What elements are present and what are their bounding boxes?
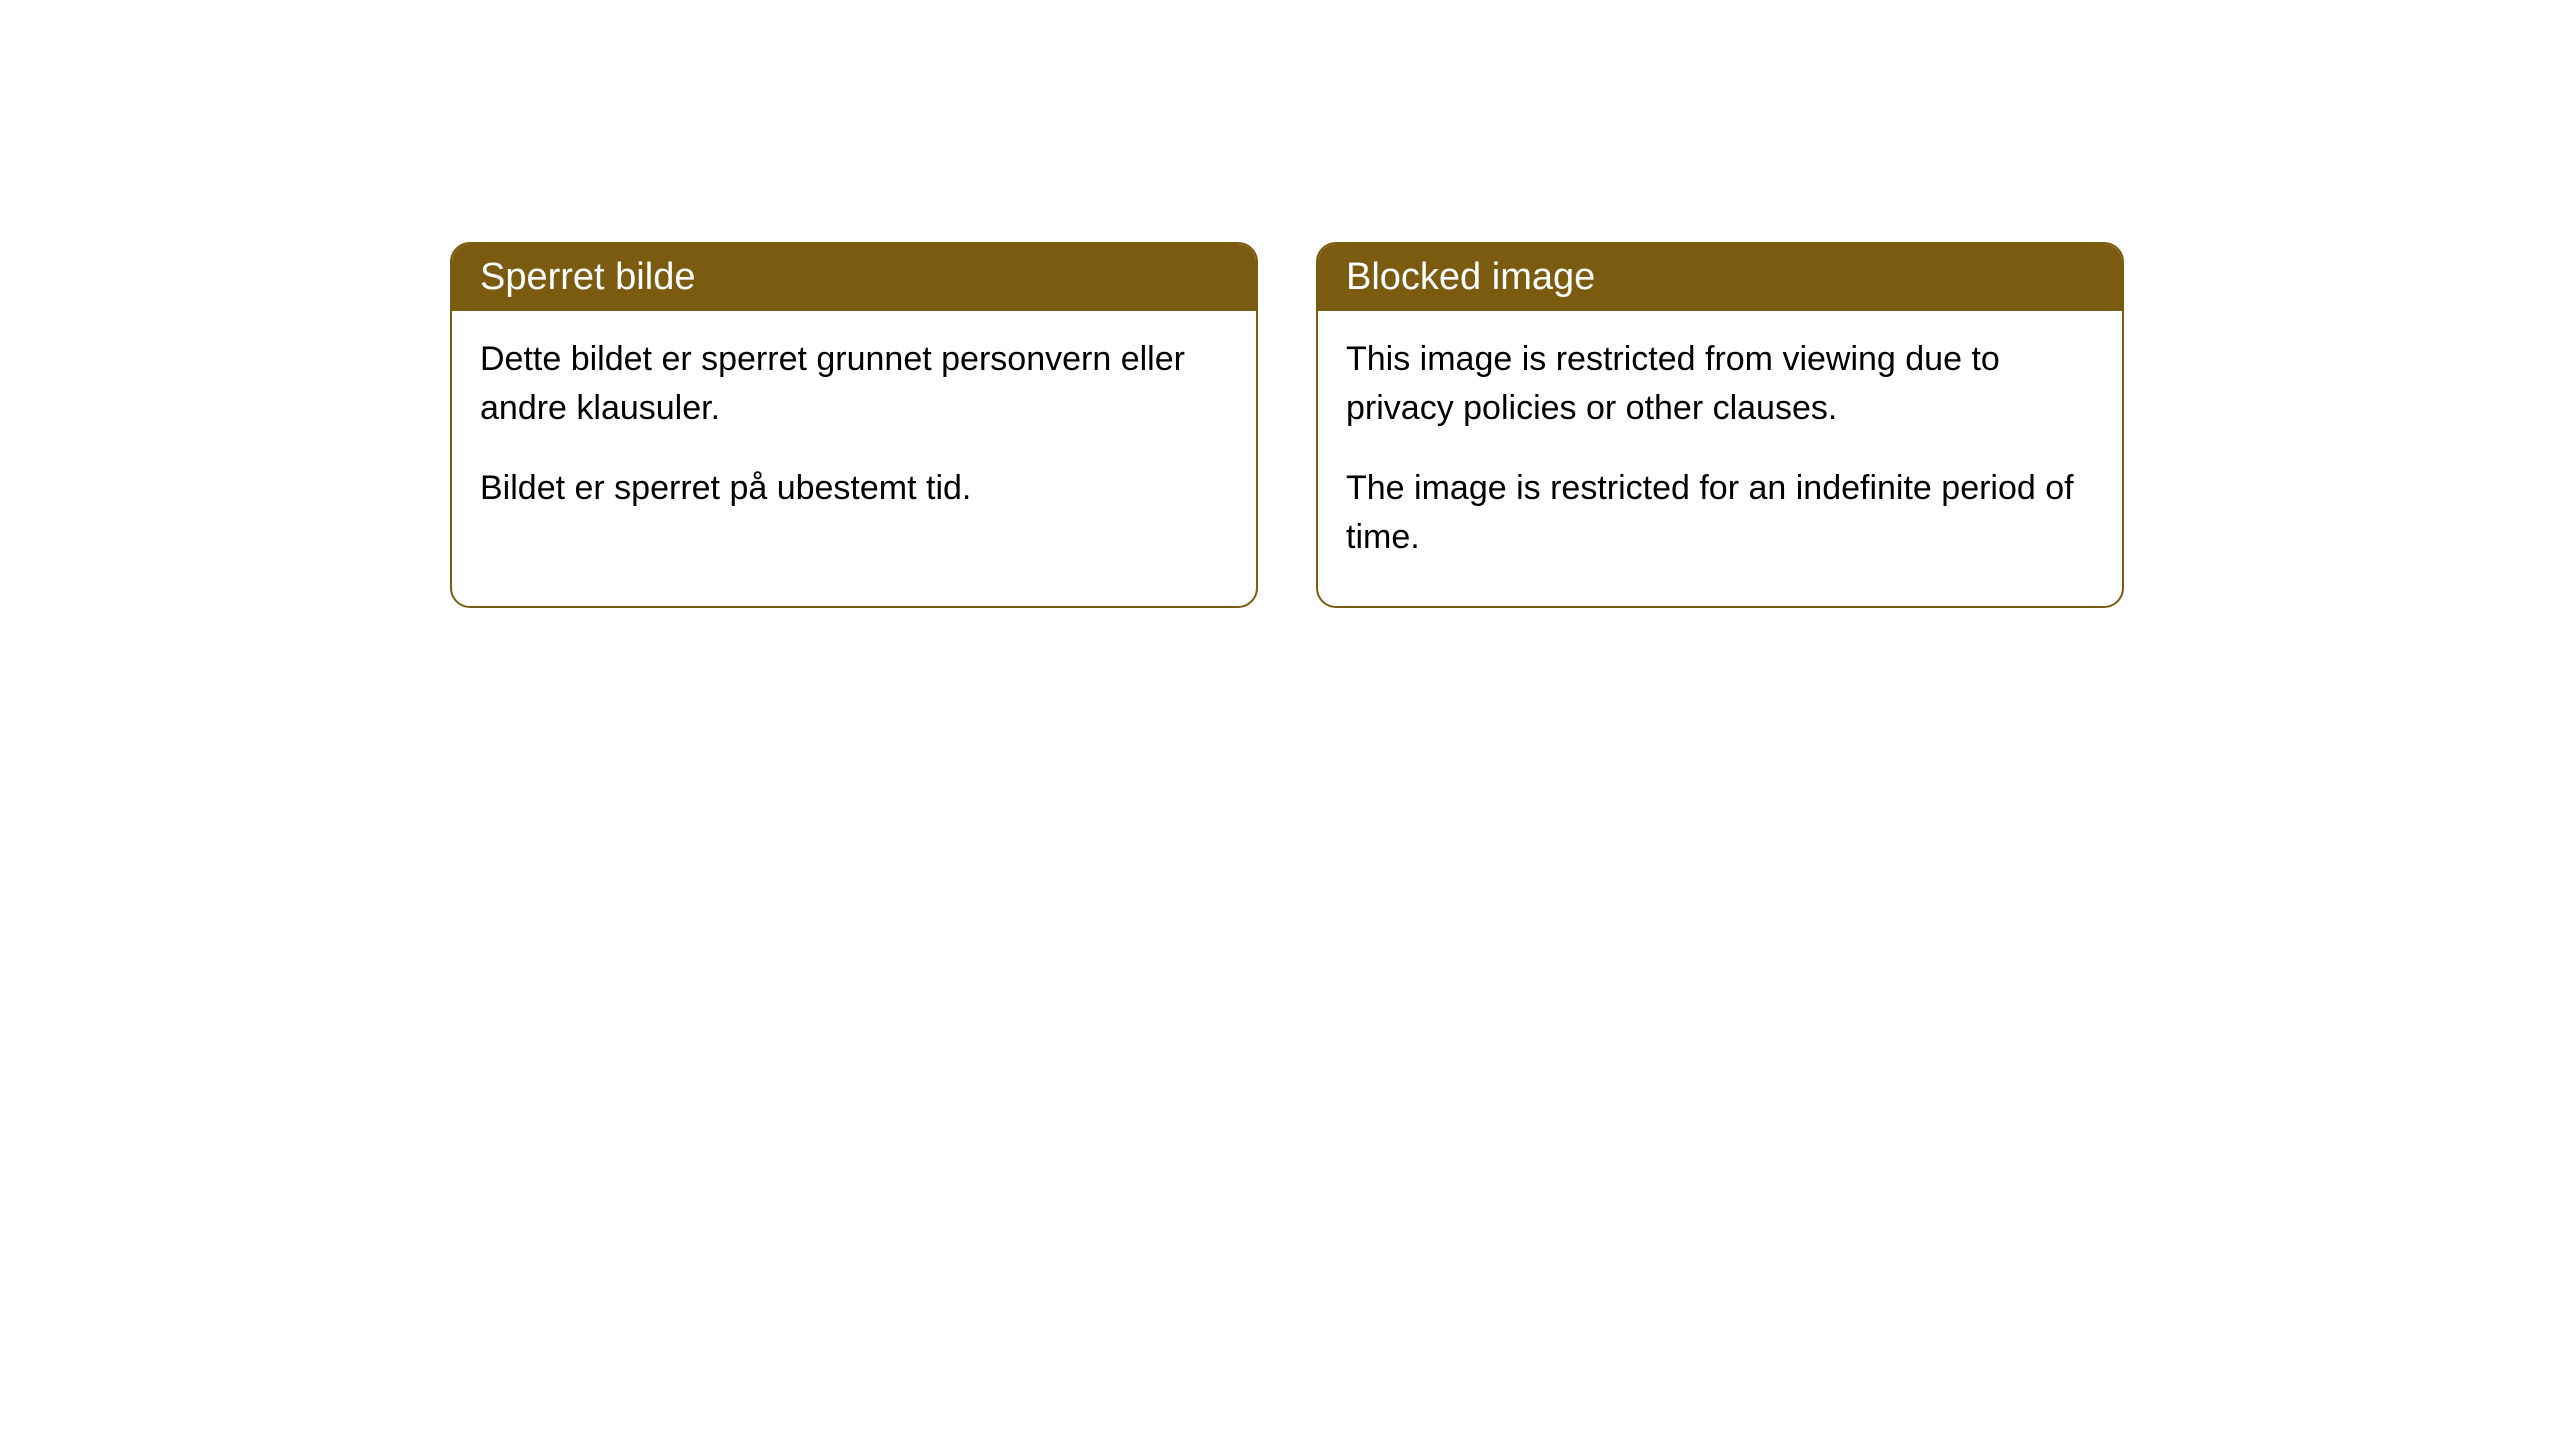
card-paragraph: Bildet er sperret på ubestemt tid. bbox=[480, 464, 1228, 513]
card-title: Blocked image bbox=[1346, 256, 1595, 298]
card-body: This image is restricted from viewing du… bbox=[1318, 311, 2122, 606]
card-body: Dette bildet er sperret grunnet personve… bbox=[452, 311, 1256, 557]
card-paragraph: The image is restricted for an indefinit… bbox=[1346, 464, 2094, 563]
notice-card-english: Blocked image This image is restricted f… bbox=[1316, 242, 2124, 608]
card-header: Sperret bilde bbox=[452, 244, 1256, 311]
card-title: Sperret bilde bbox=[480, 256, 695, 298]
notice-card-norwegian: Sperret bilde Dette bildet er sperret gr… bbox=[450, 242, 1258, 608]
card-header: Blocked image bbox=[1318, 244, 2122, 311]
card-paragraph: This image is restricted from viewing du… bbox=[1346, 335, 2094, 434]
notice-cards-container: Sperret bilde Dette bildet er sperret gr… bbox=[450, 242, 2124, 608]
card-paragraph: Dette bildet er sperret grunnet personve… bbox=[480, 335, 1228, 434]
